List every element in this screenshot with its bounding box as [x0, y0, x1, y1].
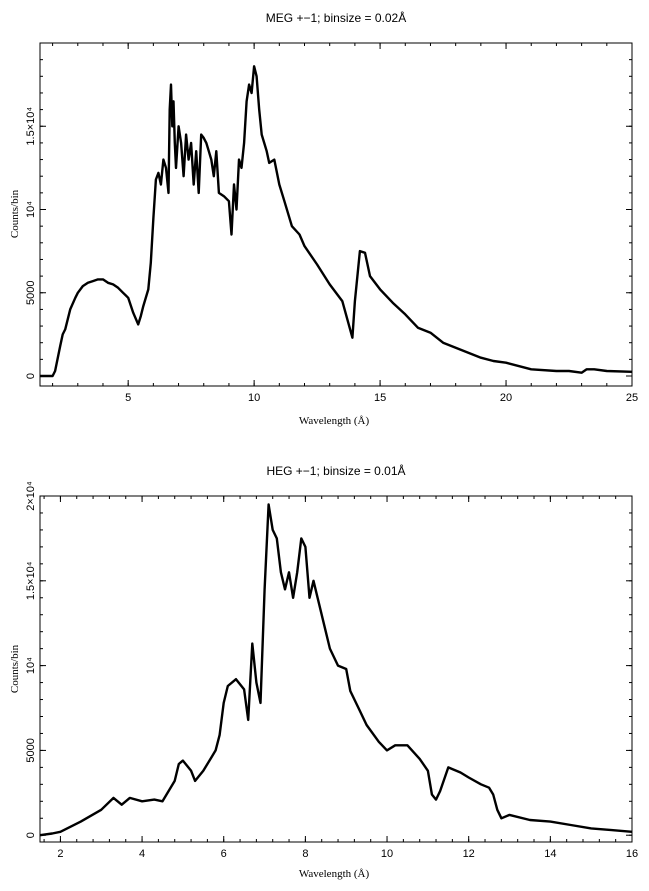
meg-y-tick-label: 1.5×10⁴	[25, 107, 37, 146]
meg-x-ticks: 5 10 15 20 25	[52, 43, 638, 404]
heg-chart-title: HEG +−1; binsize = 0.01Å	[266, 463, 405, 478]
meg-y-axis-label: Counts/bin	[9, 189, 21, 238]
heg-x-ticks: 2 4 6 8 10 12 14 16	[43, 496, 638, 860]
heg-y-axis-label: Counts/bin	[9, 644, 21, 693]
heg-spectrum-line	[39, 503, 633, 837]
meg-y-ticks: 0 5000 10⁴ 1.5×10⁴	[25, 42, 632, 379]
heg-y-ticks: 0 5000 10⁴ 1.5×10⁴ 2×10⁴	[25, 481, 632, 838]
heg-x-tick-label: 10	[381, 848, 393, 860]
heg-y-tick-label: 2×10⁴	[25, 481, 37, 511]
heg-y-tick-label: 1.5×10⁴	[25, 561, 37, 600]
heg-y-tick-label: 0	[25, 832, 37, 838]
heg-x-tick-label: 16	[626, 848, 638, 860]
meg-chart-title: MEG +−1; binsize = 0.02Å	[266, 10, 406, 25]
heg-y-tick-label: 10⁴	[25, 657, 37, 674]
meg-y-tick-label: 5000	[25, 281, 37, 305]
heg-plot-frame	[39, 495, 633, 843]
heg-x-tick-label: 8	[302, 848, 308, 860]
heg-x-tick-label: 12	[463, 848, 475, 860]
heg-x-tick-label: 2	[57, 848, 63, 860]
meg-x-axis-label: Wavelength (Å)	[299, 415, 370, 427]
meg-x-tick-label: 15	[374, 392, 386, 404]
meg-spectrum-panel: MEG +−1; binsize = 0.02Å 5 10 15 20 25 0 5000…	[9, 10, 638, 427]
heg-spectrum-panel: HEG +−1; binsize = 0.01Å 2 4 6 8 10 12 14 16 0 5…	[9, 463, 638, 880]
heg-y-tick-label: 5000	[25, 738, 37, 762]
meg-x-tick-label: 25	[626, 392, 638, 404]
meg-x-tick-label: 20	[500, 392, 512, 404]
meg-plot-frame	[39, 42, 633, 387]
heg-x-tick-label: 4	[139, 848, 145, 860]
meg-y-tick-label: 10⁴	[25, 201, 37, 218]
meg-x-tick-label: 5	[125, 392, 131, 404]
meg-x-tick-label: 10	[248, 392, 260, 404]
heg-x-tick-label: 14	[544, 848, 556, 860]
heg-x-axis-label: Wavelength (Å)	[299, 868, 370, 880]
meg-spectrum-line	[40, 65, 633, 378]
meg-y-tick-label: 0	[25, 373, 37, 379]
heg-x-tick-label: 6	[221, 848, 227, 860]
